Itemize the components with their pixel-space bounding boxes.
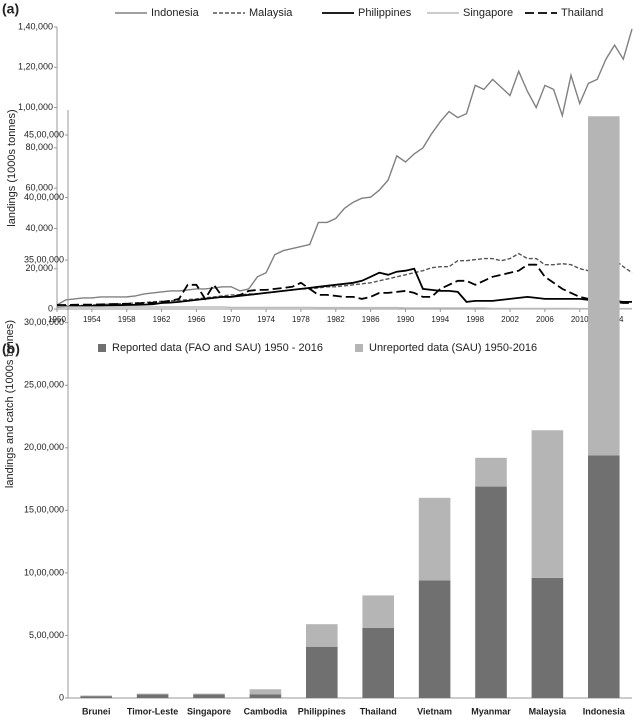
- y-tick-label: 5,00,000: [29, 630, 64, 640]
- y-tick-label: 1,40,000: [18, 21, 53, 31]
- x-tick-label: 1974: [257, 315, 275, 324]
- y-tick-label: 20,00,000: [24, 442, 64, 452]
- x-tick-label: 1954: [83, 315, 101, 324]
- x-tick-label: 1966: [187, 315, 205, 324]
- line-series: [56, 28, 633, 306]
- x-tick-label: Myanmar: [471, 706, 511, 716]
- x-tick-label: Vietnam: [417, 706, 452, 716]
- y-tick-label: 40,00,000: [24, 192, 64, 202]
- bar-segment: [249, 694, 282, 698]
- bar-segment: [362, 627, 394, 698]
- bar-segment: [136, 693, 169, 695]
- y-tick-label: 0: [59, 692, 64, 702]
- x-tick-label: 1962: [153, 315, 171, 324]
- bar-segment: [418, 497, 451, 581]
- legend-label: Indonesia: [151, 7, 200, 19]
- bar-segment: [193, 694, 225, 698]
- x-tick-label: 1982: [327, 315, 345, 324]
- bar-segment: [475, 486, 507, 698]
- x-tick-label: 1990: [397, 315, 415, 324]
- x-tick-label: 1998: [466, 315, 484, 324]
- panel-label: (a): [2, 1, 19, 17]
- bar-segment: [80, 696, 112, 698]
- legend-swatch: [355, 344, 363, 352]
- y-tick-label: 20,000: [25, 263, 53, 273]
- panel-label: (b): [2, 341, 20, 357]
- x-tick-label: Timor-Leste: [127, 706, 178, 716]
- y-tick-label: 60,000: [25, 183, 53, 193]
- x-tick-label: 1970: [222, 315, 240, 324]
- y-axis-label: landings (1000s tonnes): [6, 109, 18, 226]
- y-tick-label: 10,00,000: [24, 567, 64, 577]
- line-series: [57, 306, 632, 310]
- legend-label: Philippines: [358, 7, 412, 19]
- x-tick-label: 2010: [571, 315, 589, 324]
- x-tick-label: 1978: [292, 315, 310, 324]
- x-tick-label: Cambodia: [244, 706, 289, 716]
- bar-segment: [588, 455, 620, 698]
- x-tick-label: Philippines: [298, 706, 346, 716]
- line-series: [57, 263, 632, 306]
- bar-segment: [418, 580, 451, 698]
- bar-segment: [475, 457, 507, 487]
- bar-segment: [136, 694, 169, 698]
- x-tick-label: 2006: [536, 315, 554, 324]
- y-tick-label: 1,20,000: [18, 62, 53, 72]
- bar-segment: [306, 646, 338, 698]
- y-tick-label: 35,00,000: [24, 255, 64, 265]
- bar-segment: [588, 116, 620, 456]
- x-tick-label: Singapore: [187, 706, 231, 716]
- y-tick-label: 25,00,000: [24, 380, 64, 390]
- y-tick-label: 80,000: [25, 142, 53, 152]
- legend-label: Singapore: [463, 7, 513, 19]
- legend-label: Reported data (FAO and SAU) 1950 - 2016: [112, 342, 323, 354]
- bar-segment: [362, 595, 394, 628]
- x-tick-label: 1950: [48, 315, 66, 324]
- x-tick-label: 2002: [501, 315, 519, 324]
- bar-segment: [80, 695, 112, 697]
- x-tick-label: 1986: [362, 315, 380, 324]
- bar-segment: [193, 693, 225, 695]
- legend-label: Malaysia: [249, 7, 293, 19]
- legend-label: Thailand: [561, 7, 603, 19]
- line-series: [56, 252, 633, 307]
- legend-label: Unreported data (SAU) 1950-2016: [369, 342, 537, 354]
- y-tick-label: 15,00,000: [24, 505, 64, 515]
- line-series: [56, 267, 632, 308]
- y-tick-label: 0: [48, 303, 53, 313]
- y-axis-label: landings and catch (1000s tonnes): [4, 320, 16, 488]
- y-tick-label: 45,00,000: [24, 129, 64, 139]
- bar-segment: [249, 689, 282, 695]
- legend-swatch: [98, 344, 106, 352]
- x-tick-label: Brunei: [82, 706, 111, 716]
- x-tick-label: Thailand: [360, 706, 397, 716]
- y-tick-label: 1,00,000: [18, 102, 53, 112]
- x-tick-label: Malaysia: [529, 706, 568, 716]
- x-tick-label: 1994: [431, 315, 449, 324]
- bar-segment: [531, 430, 564, 578]
- bar-segment: [531, 577, 564, 698]
- bar-segment: [306, 624, 338, 647]
- x-tick-label: Indonesia: [583, 706, 626, 716]
- y-tick-label: 30,00,000: [24, 317, 64, 327]
- x-tick-label: 1958: [118, 315, 136, 324]
- y-tick-label: 40,000: [25, 223, 53, 233]
